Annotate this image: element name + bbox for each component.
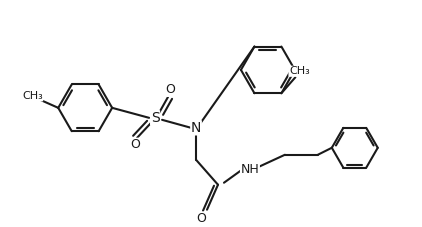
Text: CH₃: CH₃ — [289, 66, 310, 76]
Text: CH₃: CH₃ — [22, 91, 43, 101]
Text: O: O — [165, 83, 175, 96]
Text: O: O — [130, 138, 140, 151]
Text: O: O — [196, 212, 206, 225]
Text: N: N — [191, 121, 201, 135]
Text: NH: NH — [241, 163, 259, 176]
Text: S: S — [151, 111, 160, 125]
